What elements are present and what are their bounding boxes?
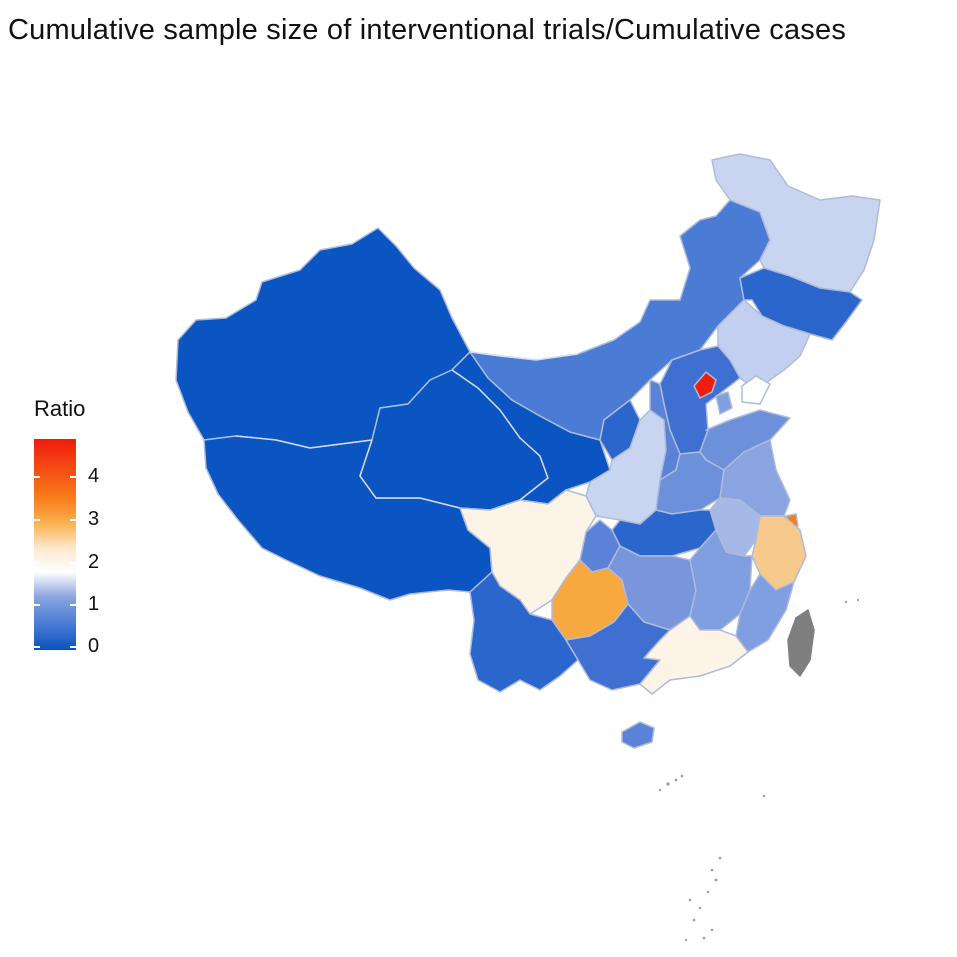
legend-colorbar xyxy=(34,439,76,650)
legend-tick-3: 3 xyxy=(88,508,100,530)
region-yunnan[interactable] xyxy=(469,571,579,693)
legend-tick-mark-3 xyxy=(34,519,40,521)
legend-tick-mark-2b xyxy=(70,562,76,564)
legend-tick-mark-1b xyxy=(70,604,76,606)
region-jilin[interactable] xyxy=(739,267,863,341)
chart-title: Cumulative sample size of interventional… xyxy=(8,14,847,46)
legend-tick-mark-4b xyxy=(70,476,76,478)
legend-tick-2: 2 xyxy=(88,551,100,573)
region-taiwan[interactable] xyxy=(787,609,815,677)
legend-tick-1: 1 xyxy=(88,593,100,615)
legend-tick-0: 0 xyxy=(88,635,100,657)
legend-title: Ratio xyxy=(34,396,86,421)
legend-tick-mark-0b xyxy=(70,646,76,648)
legend-tick-mark-3b xyxy=(70,519,76,521)
region-hainan[interactable] xyxy=(621,721,655,749)
region-beijing[interactable] xyxy=(693,371,717,399)
region-tianjin[interactable] xyxy=(715,391,733,415)
legend-tick-mark-2 xyxy=(34,562,40,564)
legend-tick-4: 4 xyxy=(88,465,100,487)
legend-tick-mark-4 xyxy=(34,476,40,478)
legend-tick-mark-1 xyxy=(34,604,40,606)
bohai-sea xyxy=(741,375,771,405)
south-china-sea-islands xyxy=(658,598,860,942)
region-guangdong[interactable] xyxy=(639,615,749,695)
province-borders xyxy=(235,351,579,509)
legend-tick-mark-0 xyxy=(34,646,40,648)
